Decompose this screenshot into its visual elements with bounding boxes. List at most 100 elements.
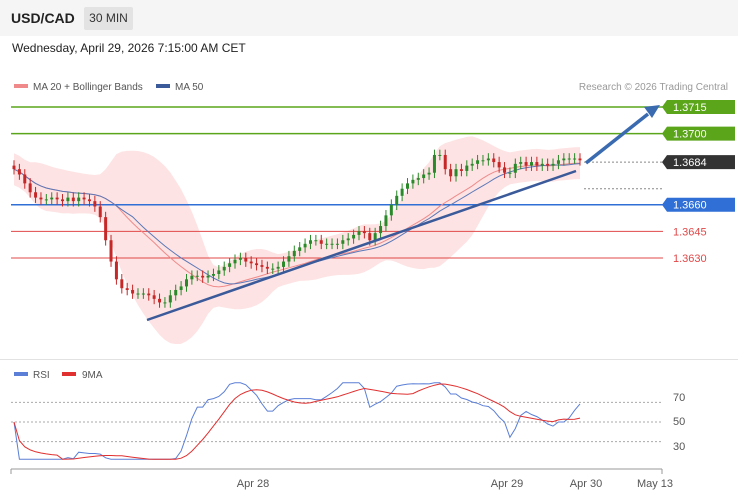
candle-body [470,163,474,166]
candle-body [513,163,517,173]
symbol-label: USD/CAD [11,10,75,26]
candle-body [233,259,237,264]
bollinger-bands [14,136,580,345]
candle-body [481,160,485,162]
candle-body [44,199,48,201]
candle-body [282,261,286,267]
candles [12,149,582,308]
candle-body [28,183,32,193]
ma50-legend-label: MA 50 [175,82,204,93]
candle-body [384,215,388,227]
level-badge [662,197,735,212]
candle-body [400,188,404,196]
candle-body [427,172,431,175]
candle-body [540,163,544,166]
candle-body [77,197,81,202]
candle-body [152,295,156,299]
candle-body [524,162,528,166]
support-trendline [146,169,577,322]
candle-body [492,158,496,163]
candle-body [249,261,253,264]
candle-body [255,263,259,266]
candle-body [265,266,269,269]
candle-body [395,195,399,205]
candle-body [325,243,329,245]
x-tick-label: Apr 29 [491,478,523,490]
candle-body [61,199,65,202]
candle-body [109,240,113,262]
x-tick-label: Apr 30 [570,478,602,490]
candle-body [276,266,280,269]
level-badge-label: 1.3684 [673,157,707,169]
target-arrow-head [644,105,660,118]
rsi-legend-swatch [14,372,28,376]
candle-body [238,258,242,260]
level-label: 1.3645 [673,226,707,238]
candle-body [330,243,334,245]
candle-body [23,174,27,184]
rsi-level-50: 50 [673,416,685,428]
candle-body [486,158,490,161]
candle-body [373,233,377,241]
candle-body [335,243,339,245]
candle-body [147,293,151,296]
rsi-ma-legend-swatch [62,372,76,376]
candle-body [206,275,210,278]
x-tick-label: Apr 28 [237,478,269,490]
candle-body [34,192,38,198]
candle-body [174,289,178,296]
candle-body [432,154,436,173]
candle-body [158,298,162,303]
candle-body [125,288,129,290]
candle-body [341,240,345,244]
candle-body [168,295,172,303]
candle-body [66,197,70,202]
rsi-line [13,382,581,460]
rsi-legend-label: RSI [33,370,50,381]
rsi-level-30: 30 [673,441,685,453]
candle-body [260,265,264,267]
candle-body [379,226,383,234]
level-badge [662,100,735,114]
candle-body [389,204,393,216]
candle-body [120,279,124,289]
candle-body [443,154,447,170]
candle-body [271,268,275,270]
candle-body [141,293,145,295]
candle-body [190,275,194,280]
candle-body [465,165,469,171]
candle-body [357,231,361,235]
candle-body [50,197,54,200]
candle-body [508,172,512,174]
candle-body [195,275,199,277]
candle-body [131,289,135,294]
candle-body [497,162,501,168]
bollinger-fill [14,136,580,345]
trend-overlay [146,105,660,322]
x-tick-label: May 13 [637,478,673,490]
rsi-level-70: 70 [673,392,685,404]
candle-body [411,179,415,184]
candle-body [578,158,582,161]
candle-body [454,169,458,177]
rsi-ma-line [13,383,581,460]
ma20-legend-label: MA 20 + Bollinger Bands [33,82,143,93]
candle-body [546,163,550,166]
candle-body [287,256,291,262]
candle-body [535,162,539,166]
panel-divider [0,359,738,360]
level-badge-label: 1.3660 [673,200,707,212]
rsi-ma-legend-label: 9MA [82,370,103,381]
candle-body [476,160,480,164]
candle-body [519,162,523,164]
level-label: 1.3630 [673,253,707,265]
candle-body [217,270,221,274]
candle-body [163,302,167,304]
candle-body [368,233,372,241]
candle-body [222,266,226,271]
candle-body [179,286,183,290]
candle-body [12,165,16,170]
timeframe-button[interactable]: 30 MIN [84,7,133,30]
candle-body [244,258,248,262]
